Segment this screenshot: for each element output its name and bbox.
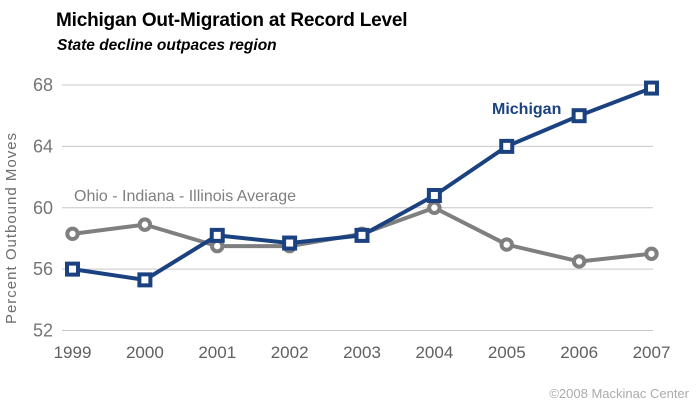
data-point-michigan xyxy=(426,187,442,203)
y-tick-label: 52 xyxy=(33,321,53,341)
data-point-michigan xyxy=(209,227,225,243)
x-tick-label: 2003 xyxy=(343,343,381,362)
data-point-michigan xyxy=(282,235,298,251)
data-point-michigan xyxy=(499,138,515,154)
data-point-region xyxy=(644,246,659,261)
y-tick-label: 64 xyxy=(33,136,53,156)
data-point-michigan xyxy=(644,80,659,96)
x-tick-label: 1999 xyxy=(54,343,92,362)
data-point-region xyxy=(65,226,80,242)
series-label-michigan: Michigan xyxy=(492,101,561,118)
chart-subtitle: State decline outpaces region xyxy=(57,37,277,54)
x-tick-label: 2001 xyxy=(198,343,236,362)
series-label-region: Ohio - Indiana - Illinois Average xyxy=(74,188,296,205)
y-tick-label: 68 xyxy=(33,75,53,95)
line-chart: 52 56 60 64 68 1999 2000 2001 2002 2003 2004 2005 20… xyxy=(3,75,670,362)
x-tick-label: 2002 xyxy=(271,343,309,362)
y-tick-label: 56 xyxy=(33,259,53,279)
data-point-region xyxy=(427,200,442,215)
y-axis-title: Percent Outbound Moves xyxy=(3,132,20,324)
axis-layer: 52 56 60 64 68 1999 2000 2001 2002 2003 2004 2005 20… xyxy=(33,75,670,362)
data-point-michigan xyxy=(137,272,153,288)
x-tick-label: 2006 xyxy=(560,343,598,362)
data-point-michigan xyxy=(354,227,370,243)
y-tick-label: 60 xyxy=(33,198,53,218)
series-layer: Ohio - Indiana - Illinois Average Michiga… xyxy=(65,80,659,288)
chart-title: Michigan Out-Migration at Record Level xyxy=(56,10,408,31)
data-point-region xyxy=(571,254,587,269)
data-point-region xyxy=(499,237,514,252)
x-tick-label: 2005 xyxy=(488,343,526,362)
data-point-region xyxy=(137,217,153,232)
x-tick-label: 2004 xyxy=(415,343,453,362)
copyright-text: ©2008 Mackinac Center xyxy=(549,386,689,401)
x-tick-label: 2000 xyxy=(126,343,164,362)
series-line-michigan xyxy=(70,86,654,282)
x-tick-label: 2007 xyxy=(633,343,671,362)
data-point-michigan xyxy=(65,261,80,277)
data-point-michigan xyxy=(571,108,587,124)
